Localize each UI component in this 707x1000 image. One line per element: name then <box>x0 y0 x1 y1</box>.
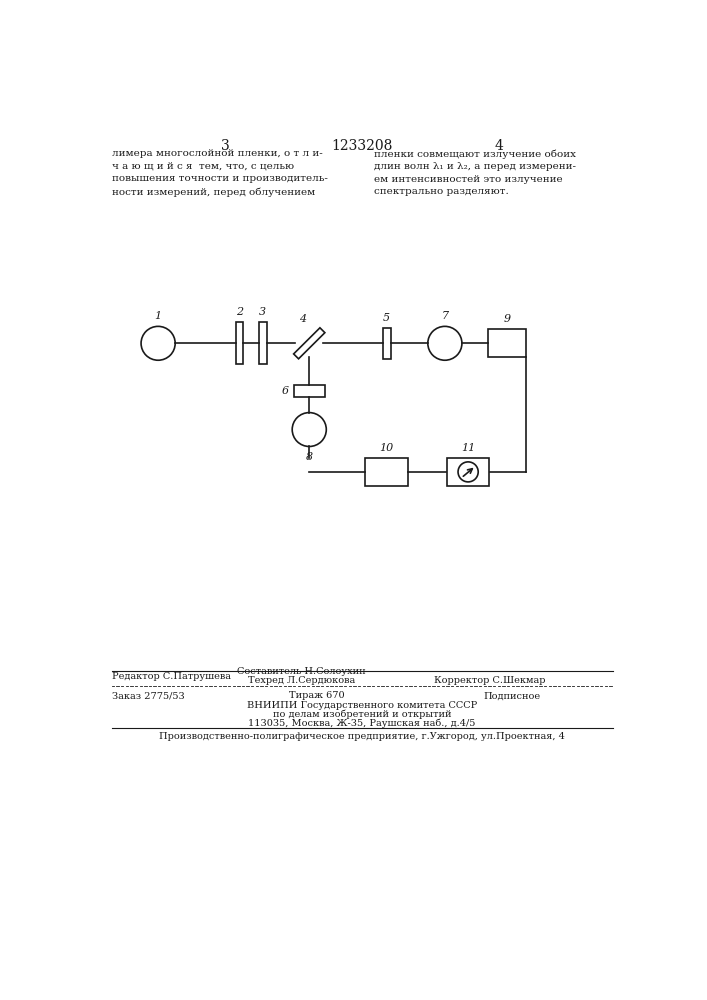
Text: 2: 2 <box>236 307 243 317</box>
Text: Тираж 670: Тираж 670 <box>289 691 345 700</box>
Text: Заказ 2775/53: Заказ 2775/53 <box>112 691 185 700</box>
Text: 11: 11 <box>461 443 475 453</box>
Text: 7: 7 <box>441 311 448 321</box>
Text: 3: 3 <box>259 307 267 317</box>
Text: 3: 3 <box>221 139 230 153</box>
Text: Техред Л.Сердюкова: Техред Л.Сердюкова <box>248 676 355 685</box>
Text: 4: 4 <box>495 139 503 153</box>
Text: лимера многослойной пленки, о т л и-
ч а ю щ и й с я  тем, что, с целью
повышени: лимера многослойной пленки, о т л и- ч а… <box>112 149 327 197</box>
Bar <box>235 322 243 364</box>
Text: Составитель Н.Солоухин: Составитель Н.Солоухин <box>237 667 366 676</box>
Text: 6: 6 <box>282 386 289 396</box>
Text: 10: 10 <box>380 443 394 453</box>
Text: 9: 9 <box>503 314 510 324</box>
Text: 5: 5 <box>383 313 390 323</box>
Text: 1233208: 1233208 <box>332 139 392 153</box>
Text: 1: 1 <box>155 311 162 321</box>
Text: 113035, Москва, Ж-35, Раушская наб., д.4/5: 113035, Москва, Ж-35, Раушская наб., д.4… <box>248 718 476 728</box>
Bar <box>488 329 526 357</box>
Text: Производственно-полиграфическое предприятие, г.Ужгород, ул.Проектная, 4: Производственно-полиграфическое предприя… <box>159 732 565 741</box>
Text: Корректор С.Шекмар: Корректор С.Шекмар <box>434 676 546 685</box>
Text: пленки совмещают излучение обоих
длин волн λ₁ и λ₂, а перед измерени-
ем интенси: пленки совмещают излучение обоих длин во… <box>373 149 575 196</box>
Bar <box>447 458 489 486</box>
Text: 4: 4 <box>300 314 307 324</box>
Bar <box>383 328 391 359</box>
Text: 8: 8 <box>305 452 312 462</box>
Bar <box>293 385 325 397</box>
Text: по делам изобретений и открытий: по делам изобретений и открытий <box>273 710 451 719</box>
Text: ВНИИПИ Государственного комитета СССР: ВНИИПИ Государственного комитета СССР <box>247 701 477 710</box>
Text: Подписное: Подписное <box>484 691 541 700</box>
Bar <box>366 458 408 486</box>
Bar <box>259 322 267 364</box>
Text: Редактор С.Патрушева: Редактор С.Патрушева <box>112 672 230 681</box>
